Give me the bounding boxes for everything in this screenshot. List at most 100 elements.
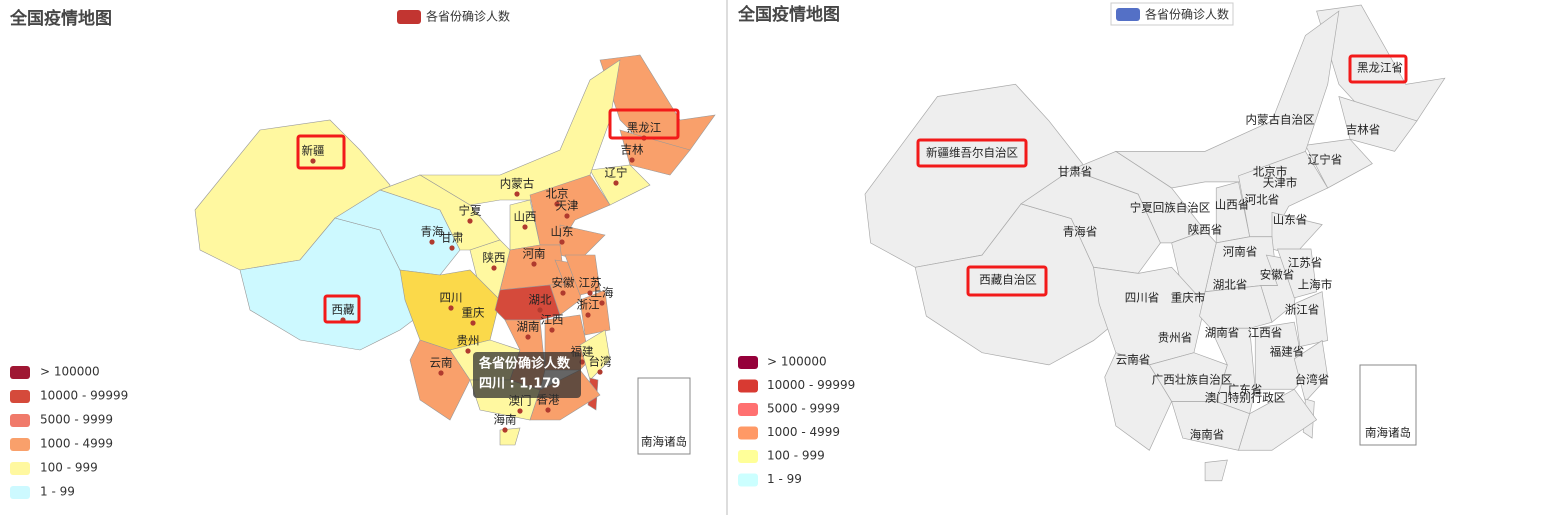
title: 全国疫情地图 — [737, 4, 840, 25]
province-label: 青海省 — [1063, 225, 1098, 239]
highlight-box — [296, 134, 346, 170]
marker — [545, 407, 551, 413]
province-label: 湖南 — [517, 320, 540, 334]
province-label: 河南 — [523, 247, 546, 261]
province-label: 台湾 — [589, 355, 612, 369]
tooltip — [473, 352, 581, 398]
province-label: 浙江 — [577, 298, 600, 312]
piece-label: > 100000 — [767, 355, 827, 369]
marker — [587, 290, 593, 296]
province — [589, 164, 651, 206]
highlight-box — [608, 108, 680, 140]
province — [619, 129, 691, 176]
province-label: 上海 — [591, 286, 614, 300]
marker — [448, 305, 454, 311]
province — [1238, 388, 1318, 451]
province — [599, 54, 716, 151]
legend-button[interactable] — [1110, 2, 1234, 26]
province-label: 台湾省 — [1295, 373, 1330, 387]
province-label: 海南 — [494, 413, 517, 427]
piece-label: 5000 - 9999 — [767, 402, 840, 416]
marker — [467, 218, 473, 224]
piece-swatch — [738, 450, 758, 463]
legend-swatch — [1116, 8, 1140, 21]
province-label: 河南省 — [1223, 245, 1258, 259]
province-label: 吉林 — [621, 143, 644, 157]
province-label: 广东省 — [1228, 383, 1263, 397]
piece-swatch — [10, 366, 30, 379]
province-label: 重庆市 — [1171, 291, 1206, 305]
marker — [564, 213, 570, 219]
province-label: 天津市 — [1263, 176, 1298, 190]
province-label: 天津 — [556, 199, 579, 213]
island-inset — [637, 377, 691, 455]
province-label: 辽宁省 — [1308, 153, 1343, 167]
province-label: 广西壮族自治区 — [1152, 373, 1233, 387]
marker — [585, 312, 591, 318]
province-label: 上海市 — [1298, 278, 1333, 292]
province-label: 湖北 — [529, 293, 552, 307]
piece-swatch — [738, 403, 758, 416]
marker — [465, 348, 471, 354]
marker — [525, 334, 531, 340]
province — [579, 329, 611, 381]
province-label: 贵州省 — [1158, 331, 1193, 345]
province-label: 黑龙江 — [627, 121, 662, 135]
province — [1277, 248, 1317, 299]
island-label: 南海诸岛 — [1365, 426, 1411, 440]
legend-swatch — [397, 10, 421, 24]
province-label: 陕西 — [483, 251, 506, 265]
legend-label: 各省份确诊人数 — [426, 9, 510, 24]
highlight-box — [1348, 54, 1408, 84]
marker — [470, 320, 476, 326]
marker — [522, 224, 528, 230]
piece-swatch — [738, 356, 758, 369]
province-label: 福建省 — [1270, 345, 1305, 359]
province-label: 西藏自治区 — [979, 273, 1037, 287]
province — [1293, 291, 1329, 348]
province-label: 宁夏回族自治区 — [1130, 201, 1211, 215]
piece-swatch — [738, 379, 758, 393]
piece-swatch — [10, 438, 30, 451]
province-label: 宁夏 — [459, 204, 482, 218]
province-label: 北京 — [546, 187, 569, 201]
piece-label: 10000 - 99999 — [767, 378, 855, 392]
marker — [310, 158, 316, 164]
province — [1114, 10, 1340, 189]
piece-label: 5000 - 9999 — [40, 413, 113, 427]
province — [1338, 95, 1418, 152]
marker — [429, 239, 435, 245]
province-label: 山西省 — [1215, 198, 1250, 212]
marker — [502, 427, 508, 433]
piece-label: 100 - 999 — [767, 449, 825, 463]
marker — [514, 191, 520, 197]
piece-swatch — [738, 473, 758, 487]
province-label: 四川省 — [1125, 291, 1160, 305]
province-label: 江西 — [541, 313, 564, 327]
piece-label: 1000 - 4999 — [40, 437, 113, 451]
province — [1199, 285, 1273, 329]
island-inset — [1359, 364, 1417, 446]
highlight-box — [966, 265, 1048, 297]
province-label: 贵州 — [457, 334, 480, 348]
province-label: 吉林省 — [1346, 123, 1381, 137]
marker — [531, 261, 537, 267]
marker — [517, 408, 523, 414]
province-label: 新疆 — [302, 144, 325, 158]
highlight-box — [323, 294, 361, 324]
marker — [613, 180, 619, 186]
piece-label: 1000 - 4999 — [767, 425, 840, 439]
piece-label: 100 - 999 — [40, 461, 98, 475]
province-label: 甘肃省 — [1058, 165, 1093, 179]
marker — [599, 300, 605, 306]
piece-label: 10000 - 99999 — [40, 389, 128, 403]
tooltip-title: 各省份确诊人数 — [478, 356, 571, 372]
province-label: 云南省 — [1116, 353, 1151, 367]
province-label: 辽宁 — [605, 166, 628, 180]
province-label: 北京市 — [1253, 165, 1288, 179]
marker — [560, 290, 566, 296]
province — [1204, 459, 1228, 482]
province — [1316, 4, 1446, 122]
piece-label: 1 - 99 — [767, 472, 802, 486]
